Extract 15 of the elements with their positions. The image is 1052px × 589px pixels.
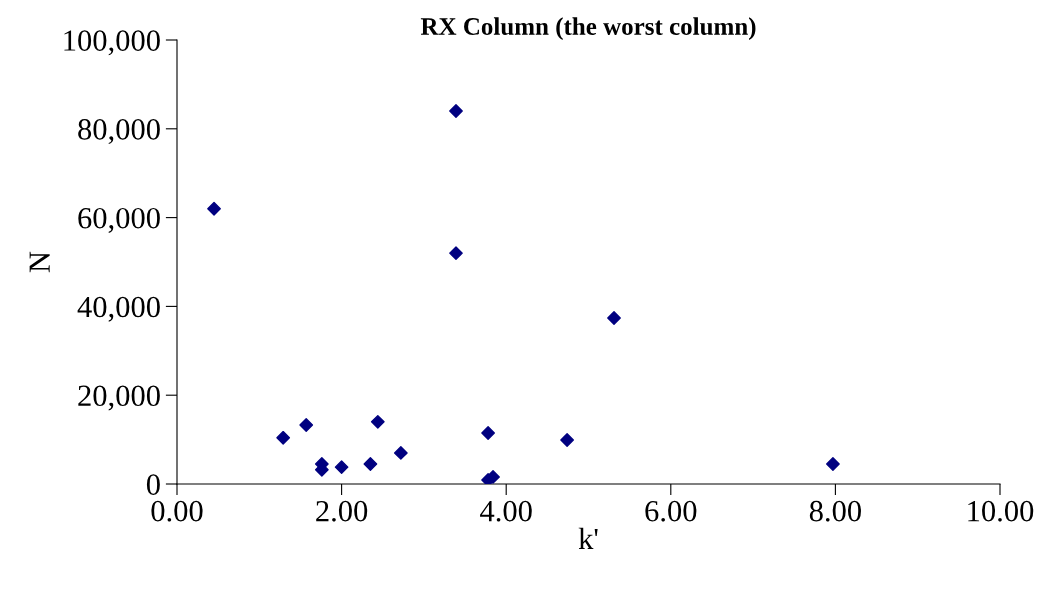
- y-tick-label: 20,000: [78, 385, 160, 411]
- x-tick-label: 0.00: [151, 500, 203, 522]
- x-tick-label: 2.00: [316, 500, 368, 522]
- x-tick-label: 8.00: [809, 500, 861, 522]
- y-axis-title: N: [29, 251, 50, 273]
- x-tick-label: 6.00: [645, 500, 697, 522]
- y-tick-label: 100,000: [64, 30, 160, 56]
- y-tick-label: 0: [146, 474, 160, 495]
- y-tick-label: 80,000: [78, 119, 160, 145]
- x-axis-title: k': [578, 527, 598, 549]
- x-tick-label: 4.00: [480, 500, 532, 522]
- y-tick-label: 40,000: [77, 296, 160, 322]
- x-tick-label: 10.00: [968, 500, 1034, 522]
- chart-title: RX Column (the worst column): [420, 17, 756, 40]
- y-tick-label: 60,000: [78, 207, 160, 233]
